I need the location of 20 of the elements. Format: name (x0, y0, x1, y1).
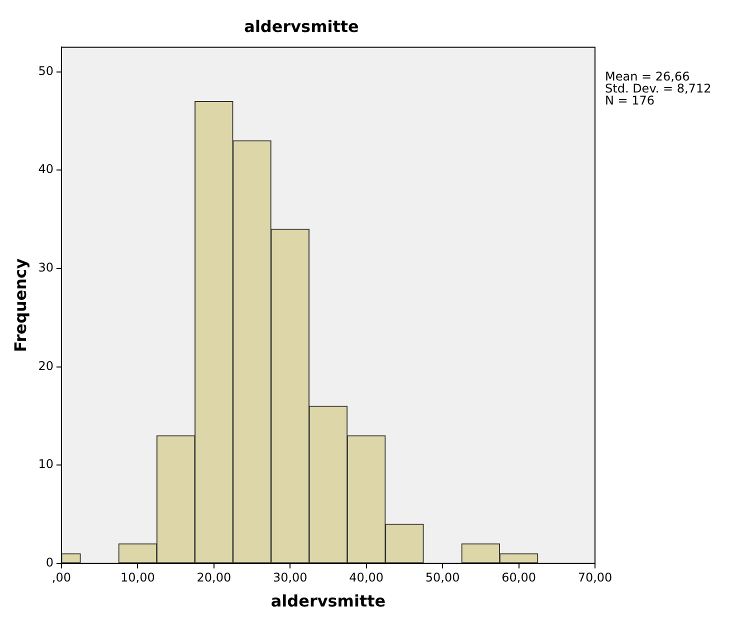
y-tick-label: 0 (46, 556, 54, 570)
y-axis-title: Frequency (10, 258, 30, 352)
x-tick-label: 60,00 (502, 570, 536, 585)
x-tick-label: 40,00 (349, 570, 384, 585)
text: Std. Dev. = 8,712 (605, 81, 712, 96)
y-tick-label: 10 (38, 457, 54, 472)
chart-title: aldervsmitte (244, 16, 360, 36)
y-tick-label: 50 (38, 64, 54, 78)
x-tick-label: 50,00 (425, 570, 460, 585)
y-tick-label: 30 (38, 260, 54, 275)
x-tick-label: ,00 (52, 570, 72, 585)
y-tick-label: 20 (38, 358, 54, 373)
x-tick-label: 10,00 (120, 570, 155, 585)
x-tick-label: 70,00 (578, 570, 612, 585)
text: Mean = 26,66 (605, 69, 690, 84)
x-tick-label: 30,00 (272, 570, 308, 585)
x-axis-title: aldervsmitte (270, 592, 386, 611)
y-tick-label: 40 (38, 162, 54, 176)
x-tick-label: 20,00 (196, 570, 232, 585)
text: N = 176 (605, 93, 655, 108)
